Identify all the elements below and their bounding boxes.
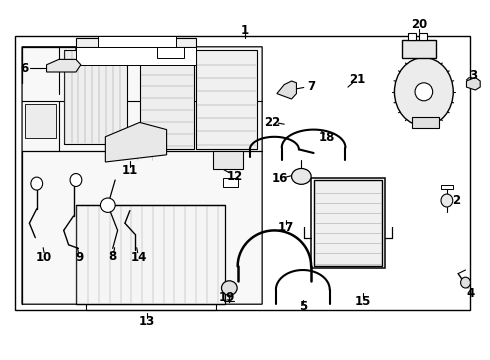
Text: 12: 12 xyxy=(227,170,244,183)
Bar xyxy=(25,104,56,138)
Text: 18: 18 xyxy=(319,131,336,144)
Bar xyxy=(157,47,184,58)
Polygon shape xyxy=(76,38,196,47)
Bar xyxy=(140,50,194,149)
Bar xyxy=(402,40,436,58)
Text: 22: 22 xyxy=(264,116,280,129)
Text: 15: 15 xyxy=(354,295,371,308)
Text: 13: 13 xyxy=(139,315,155,328)
Text: 5: 5 xyxy=(299,300,307,313)
Text: 20: 20 xyxy=(411,18,427,31)
Ellipse shape xyxy=(415,83,433,101)
Ellipse shape xyxy=(441,194,453,207)
Text: 16: 16 xyxy=(272,172,289,185)
Bar xyxy=(64,50,127,144)
Ellipse shape xyxy=(70,174,82,186)
Polygon shape xyxy=(466,77,480,90)
Text: 2: 2 xyxy=(452,194,460,207)
Text: 19: 19 xyxy=(218,291,235,304)
Bar xyxy=(223,178,238,187)
Bar xyxy=(441,185,453,189)
Text: 3: 3 xyxy=(469,69,477,82)
Ellipse shape xyxy=(31,177,43,190)
Polygon shape xyxy=(47,59,81,72)
Ellipse shape xyxy=(100,198,115,212)
Text: 8: 8 xyxy=(109,250,117,263)
Polygon shape xyxy=(22,47,262,304)
Bar xyxy=(419,33,427,40)
Bar xyxy=(213,151,243,169)
Polygon shape xyxy=(105,122,167,162)
Text: 14: 14 xyxy=(130,251,147,264)
Ellipse shape xyxy=(394,58,453,126)
Bar xyxy=(408,33,416,40)
Text: 6: 6 xyxy=(21,62,28,75)
Text: 17: 17 xyxy=(277,221,294,234)
Bar xyxy=(76,47,196,65)
Bar xyxy=(196,50,257,149)
Bar xyxy=(15,36,470,310)
Ellipse shape xyxy=(292,168,311,184)
Text: 11: 11 xyxy=(122,165,138,177)
Bar xyxy=(314,180,382,266)
Text: 21: 21 xyxy=(349,73,366,86)
Bar xyxy=(412,117,439,128)
Ellipse shape xyxy=(221,281,237,295)
Polygon shape xyxy=(277,81,296,99)
Bar xyxy=(311,178,385,268)
Text: 7: 7 xyxy=(307,80,315,93)
Text: 10: 10 xyxy=(36,251,52,264)
Ellipse shape xyxy=(461,277,470,288)
Polygon shape xyxy=(76,205,225,304)
Polygon shape xyxy=(98,36,176,47)
Text: 9: 9 xyxy=(76,251,84,264)
Text: 1: 1 xyxy=(241,24,249,37)
Text: 4: 4 xyxy=(466,287,474,300)
